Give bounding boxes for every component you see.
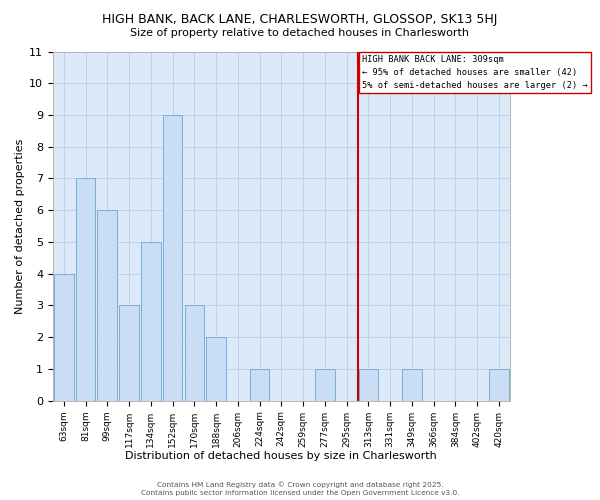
- Y-axis label: Number of detached properties: Number of detached properties: [15, 138, 25, 314]
- Bar: [97, 210, 117, 400]
- Bar: [359, 369, 378, 400]
- Bar: [76, 178, 95, 400]
- Text: Contains HM Land Registry data © Crown copyright and database right 2025.: Contains HM Land Registry data © Crown c…: [157, 482, 443, 488]
- Text: Contains public sector information licensed under the Open Government Licence v3: Contains public sector information licen…: [140, 490, 460, 496]
- Text: HIGH BANK BACK LANE: 309sqm
← 95% of detached houses are smaller (42)
5% of semi: HIGH BANK BACK LANE: 309sqm ← 95% of det…: [362, 54, 587, 90]
- Bar: [163, 115, 182, 401]
- Text: HIGH BANK, BACK LANE, CHARLESWORTH, GLOSSOP, SK13 5HJ: HIGH BANK, BACK LANE, CHARLESWORTH, GLOS…: [103, 12, 497, 26]
- Bar: [54, 274, 74, 400]
- Bar: [489, 369, 509, 400]
- Bar: [119, 306, 139, 400]
- Text: Size of property relative to detached houses in Charlesworth: Size of property relative to detached ho…: [131, 28, 470, 38]
- X-axis label: Distribution of detached houses by size in Charlesworth: Distribution of detached houses by size …: [125, 451, 437, 461]
- Bar: [250, 369, 269, 400]
- Bar: [206, 337, 226, 400]
- Bar: [402, 369, 422, 400]
- Bar: [315, 369, 335, 400]
- Bar: [185, 306, 204, 400]
- Bar: [141, 242, 161, 400]
